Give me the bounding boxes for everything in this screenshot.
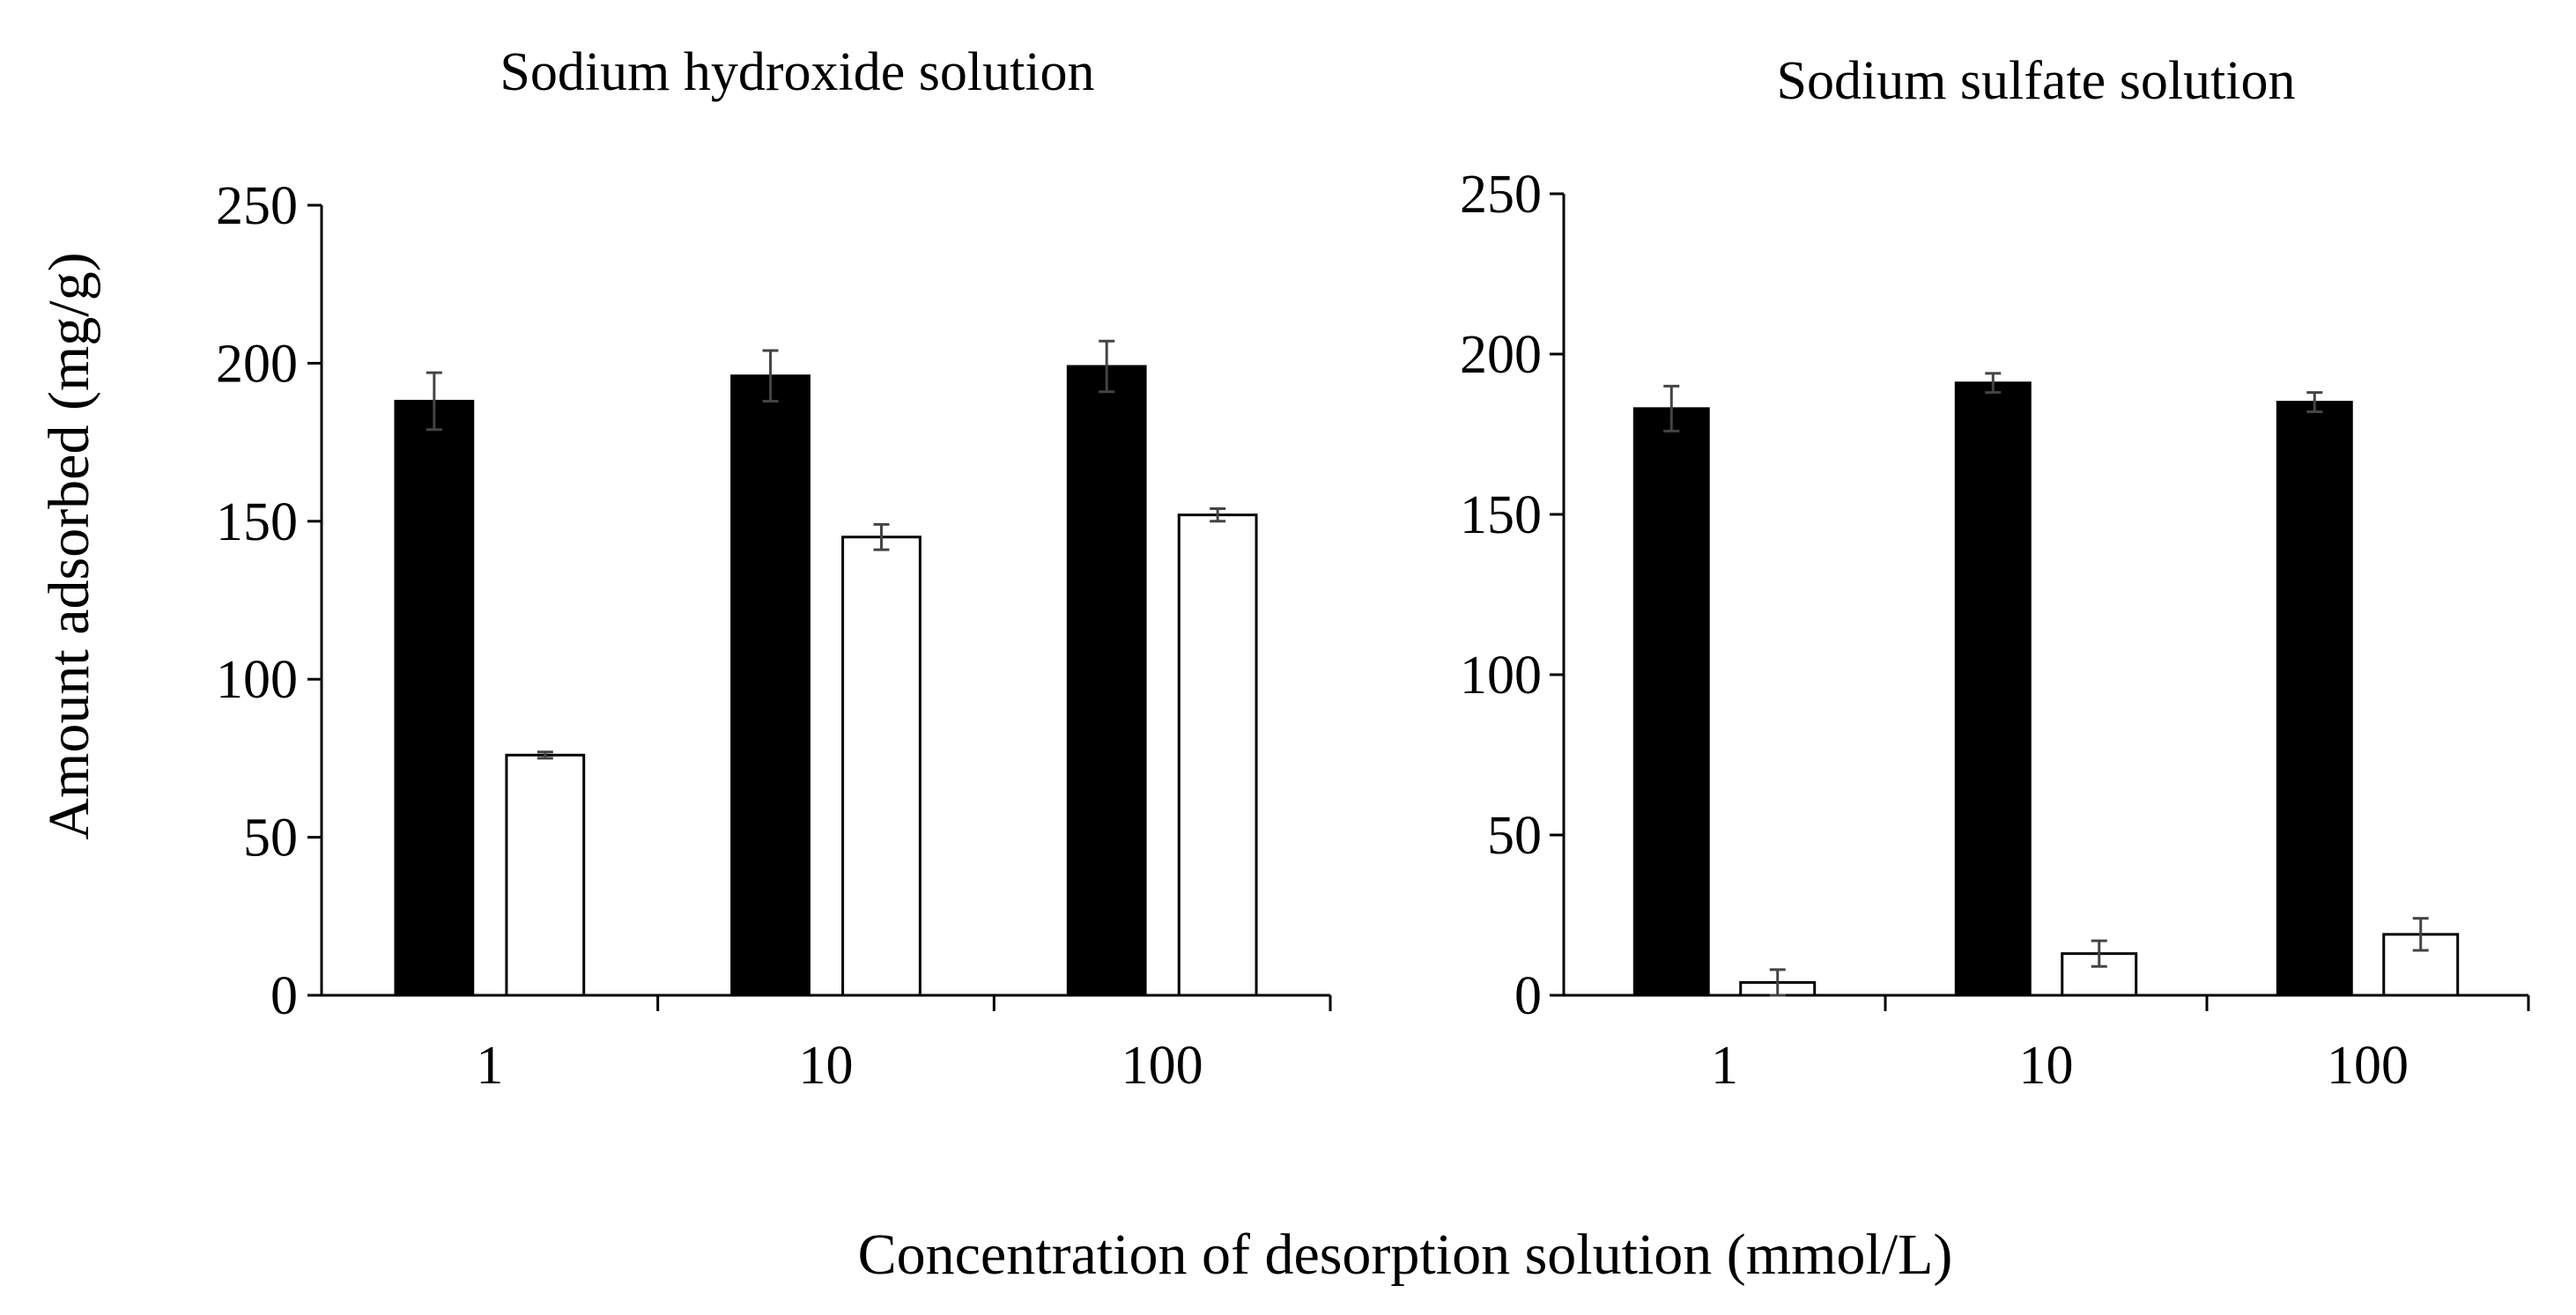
y-tick-label: 150 — [216, 492, 298, 552]
y-tick-label: 100 — [216, 650, 298, 710]
x-axis-label: Concentration of desorption solution (mm… — [858, 1223, 1953, 1287]
x-tick-label: 1 — [476, 1036, 503, 1096]
chart-title: Sodium sulfate solution — [1777, 51, 2296, 111]
y-axis-label: Amount adsorbed (mg/g) — [37, 252, 101, 839]
bar-filled — [394, 399, 475, 997]
bar-filled — [1954, 381, 2032, 997]
bar-filled — [1632, 407, 1710, 997]
bar-filled — [730, 374, 811, 997]
bar-open — [2061, 952, 2138, 997]
y-tick-label: 250 — [1460, 165, 1542, 225]
bar-open — [1177, 513, 1258, 997]
x-tick-label: 100 — [1121, 1036, 1203, 1096]
bar-open — [841, 536, 922, 997]
y-tick-label: 0 — [1514, 966, 1542, 1026]
y-tick-label: 100 — [1460, 646, 1542, 706]
bar-filled — [1066, 365, 1147, 997]
y-tick-label: 250 — [216, 176, 298, 236]
x-tick-label: 1 — [1711, 1036, 1738, 1096]
x-tick-label: 10 — [799, 1036, 854, 1096]
y-tick-label: 0 — [270, 966, 298, 1026]
bar-open — [505, 753, 586, 997]
y-tick-label: 50 — [1487, 806, 1542, 866]
y-tick-label: 200 — [216, 334, 298, 394]
chart-title: Sodium hydroxide solution — [500, 42, 1094, 102]
y-tick-label: 200 — [1460, 325, 1542, 385]
x-tick-label: 100 — [2327, 1036, 2409, 1096]
x-tick-label: 10 — [2019, 1036, 2074, 1096]
chart-panel-sodium-sulfate: Sodium sulfate solution 0 50 100 150 200 250 1… — [1460, 51, 2530, 1096]
y-tick-label: 50 — [243, 809, 298, 868]
chart-panel-sodium-hydroxide: Sodium hydroxide solution 0 50 100 150 200 25… — [216, 42, 1332, 1096]
bar-filled — [2276, 401, 2353, 997]
y-tick-label: 150 — [1460, 485, 1542, 545]
